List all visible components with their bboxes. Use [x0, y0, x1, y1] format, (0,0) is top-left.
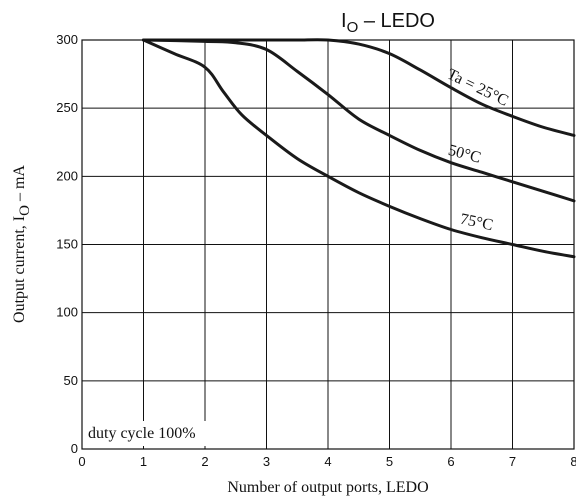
y-tick-label-0: 0 [71, 441, 78, 456]
y-tick-label-250: 250 [56, 100, 78, 115]
x-tick-label-6: 6 [447, 454, 454, 469]
series-line-25c [142, 38, 576, 137]
y-tick-label-50: 50 [64, 373, 78, 388]
chart-title: IO – LEDO [341, 10, 435, 36]
note-box-bg [84, 421, 230, 446]
plot-frame [81, 39, 575, 450]
x-tick-label-1: 1 [140, 454, 147, 469]
y-tick-label-300: 300 [56, 32, 78, 47]
x-axis-label: Number of output ports, LEDO [227, 479, 428, 496]
x-tick-label-7: 7 [509, 454, 516, 469]
y-tick-labels: 0 50 100 150 200 250 300 [56, 32, 78, 456]
x-tick-label-3: 3 [263, 454, 270, 469]
series-line-50c [142, 38, 576, 203]
x-tick-label-5: 5 [386, 454, 393, 469]
duty-cycle-note: duty cycle 100% [88, 425, 196, 442]
y-tick-label-150: 150 [56, 237, 78, 252]
x-tick-label-4: 4 [324, 454, 331, 469]
x-tick-label-2: 2 [201, 454, 208, 469]
x-tick-label-8: 8 [570, 454, 576, 469]
y-tick-label-100: 100 [56, 305, 78, 320]
series-label-75c: 75°C [459, 211, 495, 235]
y-tick-label-200: 200 [56, 168, 78, 183]
series-line-75c [142, 38, 576, 259]
x-tick-label-0: 0 [78, 454, 85, 469]
curves [142, 38, 576, 259]
grid [82, 40, 574, 449]
y-axis-label: Output current, IO – mA [11, 165, 33, 323]
x-tick-labels: 0 1 2 3 4 5 6 7 8 [78, 454, 576, 469]
